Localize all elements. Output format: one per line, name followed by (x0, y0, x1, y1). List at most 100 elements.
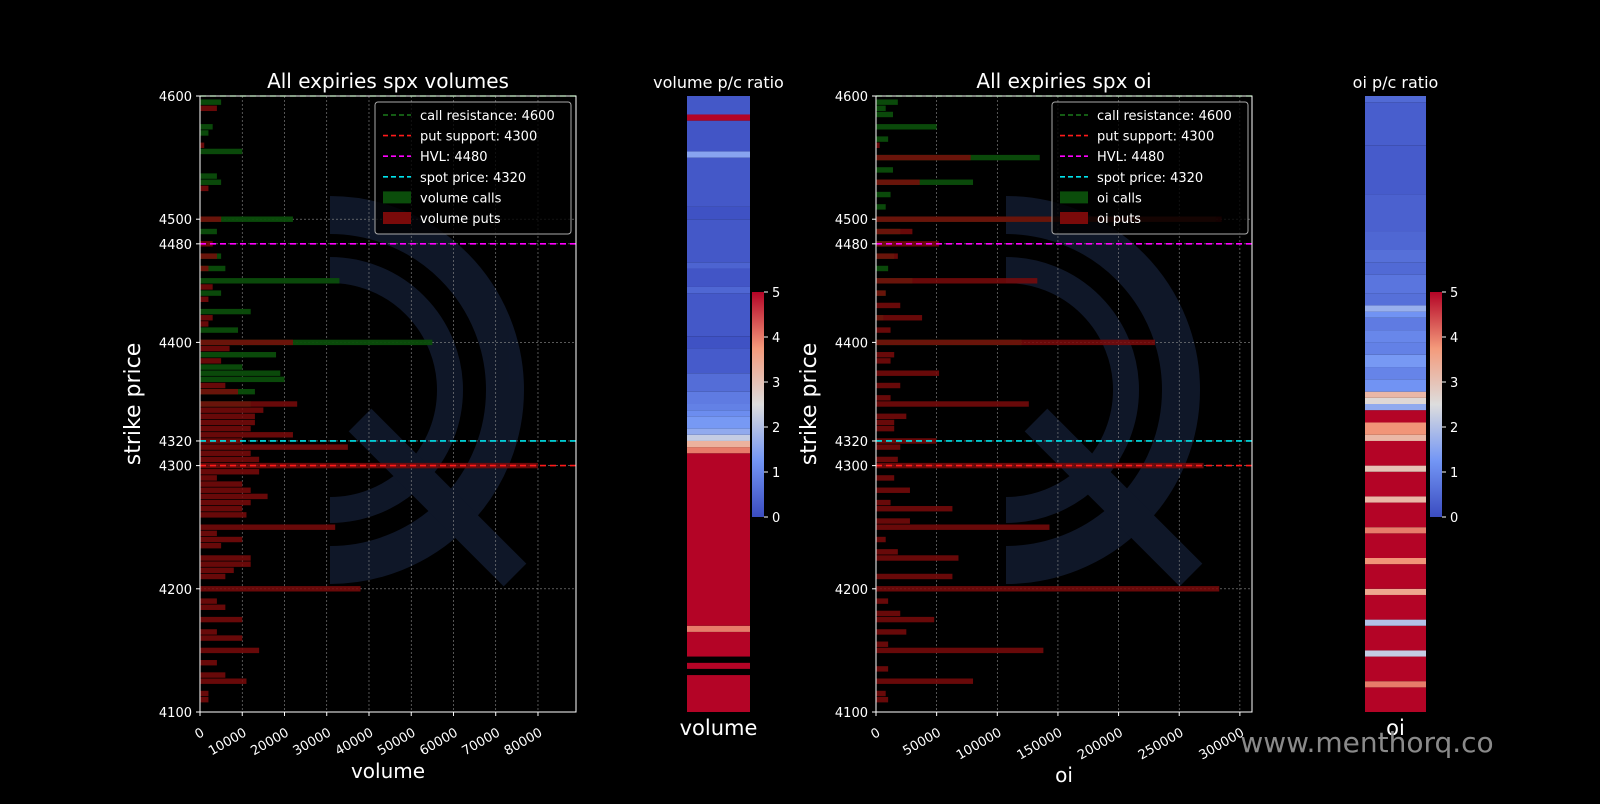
heat-cell (687, 410, 750, 417)
heat-cell (1365, 250, 1426, 263)
bar-puts (876, 315, 923, 321)
bar-puts (200, 672, 226, 678)
y-axis-label: strike price (121, 343, 146, 465)
bar-puts (876, 518, 910, 524)
legend-label: spot price: 4320 (1097, 171, 1203, 186)
colorbar-tick-label: 1 (1450, 466, 1458, 481)
bar-puts (876, 179, 920, 185)
colorbar-tick-label: 2 (1450, 421, 1458, 436)
bar-puts (876, 475, 895, 481)
bar-puts (200, 530, 217, 537)
chart-title: oi p/c ratio (1353, 73, 1439, 92)
heat-cell (1365, 471, 1426, 497)
bar-puts (200, 321, 209, 327)
y-tick-label: 4600 (835, 90, 868, 105)
legend-label: oi calls (1097, 191, 1142, 206)
y-tick-label: 4480 (835, 238, 868, 253)
bar-puts (876, 358, 891, 364)
legend-label: spot price: 4320 (420, 171, 526, 186)
logo-arc-outer (1005, 196, 1200, 584)
heat-cell (1365, 102, 1426, 146)
bar-puts (876, 456, 898, 463)
heat-cell (1365, 317, 1426, 331)
x-tick-label: 40000 (333, 725, 376, 759)
heat-cell (1365, 527, 1426, 534)
heat-cell (1365, 588, 1426, 595)
bar-puts (200, 536, 243, 543)
heat-cell (687, 96, 750, 115)
bar-puts (200, 629, 217, 635)
bar-puts (876, 444, 901, 450)
logo-tail (348, 408, 527, 587)
chart-title: All expiries spx volumes (267, 69, 509, 93)
heat-cell (1365, 502, 1426, 528)
plot-frame (199, 95, 577, 713)
y-tick-label: 4400 (159, 336, 192, 351)
legend-label: volume calls (420, 191, 502, 206)
x-tick-label: 50000 (901, 725, 944, 759)
heat-cell (1365, 656, 1426, 682)
heat-cell (1365, 681, 1426, 688)
bar-puts (200, 456, 260, 463)
bar-puts (876, 696, 889, 703)
bar-puts (200, 142, 205, 148)
legend-label: call resistance: 4600 (420, 109, 555, 124)
bar-puts (200, 265, 209, 272)
brand-logo (329, 196, 527, 587)
bar-puts (876, 395, 891, 401)
bar-puts (876, 610, 901, 617)
legend-box (1051, 101, 1249, 235)
bar-calls (200, 278, 340, 284)
heat-cell (687, 447, 750, 454)
x-axis-label: oi (1386, 716, 1405, 740)
x-tick-label: 100000 (954, 725, 1004, 763)
heat-cell (1365, 342, 1426, 355)
bar-calls (876, 111, 893, 118)
bar-puts (876, 278, 1038, 284)
bar-calls (876, 99, 898, 105)
heat-cell (687, 434, 750, 441)
heat-cell (687, 656, 750, 663)
heat-cell (1365, 440, 1426, 466)
bar-puts (200, 542, 222, 549)
bar-puts (200, 401, 298, 407)
bar-puts (200, 573, 226, 580)
heat-cell (687, 293, 750, 337)
legend-patch-swatch (383, 191, 411, 204)
bar-puts (200, 512, 247, 518)
bar-puts (200, 450, 251, 456)
heat-cell (1365, 496, 1426, 503)
heat-cell (1365, 379, 1426, 392)
bar-puts (200, 604, 226, 610)
legend-patch-swatch (383, 212, 411, 224)
bar-puts (200, 506, 243, 512)
bar-puts (876, 647, 1044, 654)
x-tick-label: 10000 (206, 725, 249, 759)
y-tick-label: 4200 (159, 583, 192, 598)
heat-cell (687, 373, 750, 392)
heat-cell (1365, 410, 1426, 423)
colorbar-tick-label: 2 (772, 421, 780, 436)
colorbar (1430, 292, 1442, 517)
bar-calls (200, 99, 222, 105)
bar-puts (876, 524, 1050, 530)
heat-cell (1365, 397, 1426, 404)
colorbar-tick-label: 4 (1450, 331, 1458, 346)
bar-puts (876, 549, 898, 555)
legend-label: put support: 4300 (420, 130, 537, 145)
y-tick-label: 4400 (835, 336, 868, 351)
bar-puts (200, 444, 348, 450)
heat-cell (687, 675, 750, 712)
chart-panel-1: volume p/c ratio volume 0 1 2 3 4 5 (653, 73, 784, 740)
x-tick-label: 30000 (291, 725, 334, 759)
heat-cell (1365, 465, 1426, 472)
bar-puts (200, 345, 230, 352)
bar-calls (876, 124, 937, 130)
bar-puts (876, 370, 940, 376)
bar-calls (200, 339, 433, 346)
bar-puts (876, 629, 907, 635)
heat-cell (687, 219, 750, 263)
x-tick-label: 0 (869, 725, 884, 742)
